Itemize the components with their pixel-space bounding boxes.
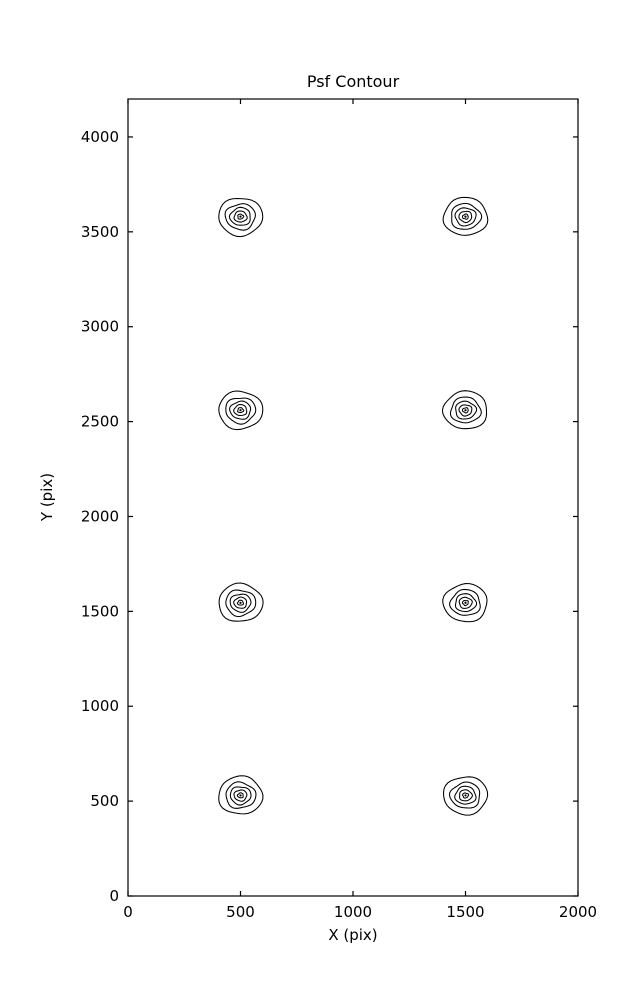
contour-ring [229,400,252,420]
contour-peak-dot [239,794,242,797]
contour-ring [229,593,252,613]
y-tick-label: 2500 [81,413,119,431]
y-tick-label: 1000 [81,697,119,715]
contour-ring [236,792,244,799]
contour-ring [449,396,482,424]
contour-ring [233,210,248,223]
x-tick-label: 500 [226,903,255,921]
contour-peak-dot [239,601,242,604]
y-tick-label: 4000 [81,128,119,146]
x-tick-label: 1500 [446,903,484,921]
contour-ring [218,775,264,815]
contour-ring [228,206,251,226]
contour-ring [225,589,257,618]
contour-ring [461,407,469,414]
contour-ring [458,404,473,417]
contour-ring [461,213,469,220]
contour-ring [454,207,477,227]
y-tick-label: 3500 [81,223,119,241]
chart-title: Psf Contour [307,72,400,91]
contour-ring [229,786,252,806]
axes-group: 0 500 1000 1500 2000 0 500 1000 1500 2000 2500 3000… [81,98,597,921]
y-tick-label: 2000 [81,507,119,525]
contour-marks-group [218,196,489,816]
psf-contour-marker [218,582,264,622]
x-tick-label: 1000 [334,903,372,921]
psf-contour-marker [218,198,264,238]
contour-ring [442,583,488,623]
contour-ring [458,596,473,609]
psf-contour-marker [218,775,264,815]
y-tick-label: 500 [90,792,119,810]
psf-contour-marker [218,390,264,431]
contour-peak-dot [464,601,467,604]
contour-ring [225,781,257,809]
contour-ring [461,600,469,607]
x-axis-label: X (pix) [328,926,377,944]
contour-ring [448,781,481,809]
contour-ring [237,213,245,220]
contour-ring [459,789,473,802]
contour-ring [443,776,489,816]
contour-peak-dot [464,409,467,412]
contour-ring [451,202,483,230]
contour-ring [458,210,473,224]
contour-ring [218,390,264,431]
contour-ring [449,588,481,616]
contour-ring [441,390,488,430]
contour-ring [218,582,264,622]
contour-ring [233,596,248,609]
contour-ring [442,196,489,236]
contour-peak-dot [464,794,467,797]
psf-contour-marker [441,390,488,430]
y-tick-label: 0 [109,887,119,905]
contour-peak-dot [464,215,467,218]
contour-ring [224,203,256,231]
contour-peak-dot [239,215,242,218]
contour-ring [237,407,245,414]
psf-contour-marker [442,583,488,623]
contour-ring [454,785,477,805]
y-tick-label: 3000 [81,318,119,336]
contour-ring [233,403,248,417]
contour-ring [455,400,478,420]
psf-contour-marker [442,196,489,236]
contour-peak-dot [239,409,242,412]
contour-ring [218,198,264,238]
y-axis-label: Y (pix) [38,473,56,522]
psf-contour-marker [443,776,489,816]
contour-ring [225,397,257,425]
contour-ring [462,792,470,799]
x-tick-label: 0 [123,903,133,921]
y-tick-label: 1500 [81,602,119,620]
contour-ring [233,789,248,802]
contour-ring [236,599,245,606]
contour-ring [454,593,478,613]
x-tick-label: 2000 [559,903,597,921]
